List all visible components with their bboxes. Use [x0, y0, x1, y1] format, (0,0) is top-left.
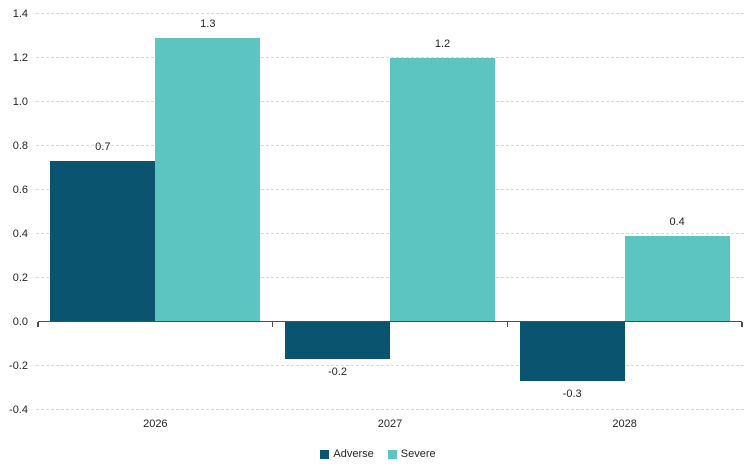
- y-axis-tick-label: 0.2: [12, 271, 28, 284]
- bar-value-label: 0.7: [95, 140, 111, 153]
- y-axis-tick-label: 0.0: [12, 315, 28, 328]
- legend-label-severe: Severe: [400, 447, 436, 460]
- x-axis-tick: [741, 322, 743, 328]
- legend-item-adverse: Adverse: [320, 447, 374, 461]
- x-axis-tick: [506, 322, 509, 328]
- y-axis-tick-label: 1.4: [12, 7, 28, 20]
- x-axis-line: [38, 320, 742, 323]
- y-axis-tick-label: -0.4: [9, 403, 28, 416]
- bar-value-label: -0.2: [328, 365, 347, 378]
- x-axis-category-label: 2027: [377, 418, 403, 430]
- legend-label-adverse: Adverse: [333, 447, 374, 460]
- x-axis-tick: [271, 322, 274, 328]
- y-axis-tick-label: 1.2: [12, 51, 28, 64]
- gridline: [36, 409, 744, 410]
- bar-severe-2027: [390, 57, 495, 322]
- y-axis-tick-label: 1.0: [12, 95, 28, 108]
- bar-adverse-2028: [519, 321, 625, 381]
- bar-adverse-2027: [285, 321, 390, 359]
- legend-swatch-adverse: [320, 449, 330, 459]
- bar-severe-2028: [624, 235, 730, 322]
- gridline: [36, 365, 744, 366]
- bar-adverse-2026: [50, 160, 156, 322]
- y-axis-tick-label: 0.8: [12, 139, 28, 152]
- bar-value-label: 1.2: [434, 37, 451, 50]
- bar-value-label: -0.3: [562, 387, 582, 400]
- bar-severe-2026: [155, 37, 261, 322]
- chart-legend: Adverse Severe: [0, 446, 756, 462]
- gridline: [36, 13, 744, 14]
- bar-value-label: 0.4: [669, 215, 685, 228]
- bar-value-label: 1.3: [200, 17, 216, 30]
- y-axis-tick-label: -0.2: [9, 359, 28, 372]
- legend-item-severe: Severe: [387, 447, 436, 461]
- y-axis-tick-label: 0.4: [12, 227, 28, 240]
- legend-swatch-severe: [387, 449, 397, 459]
- y-axis-tick-label: 0.6: [12, 183, 28, 196]
- x-axis-category-label: 2028: [612, 418, 637, 430]
- x-axis-category-label: 2026: [143, 418, 168, 430]
- x-axis-tick: [37, 322, 39, 328]
